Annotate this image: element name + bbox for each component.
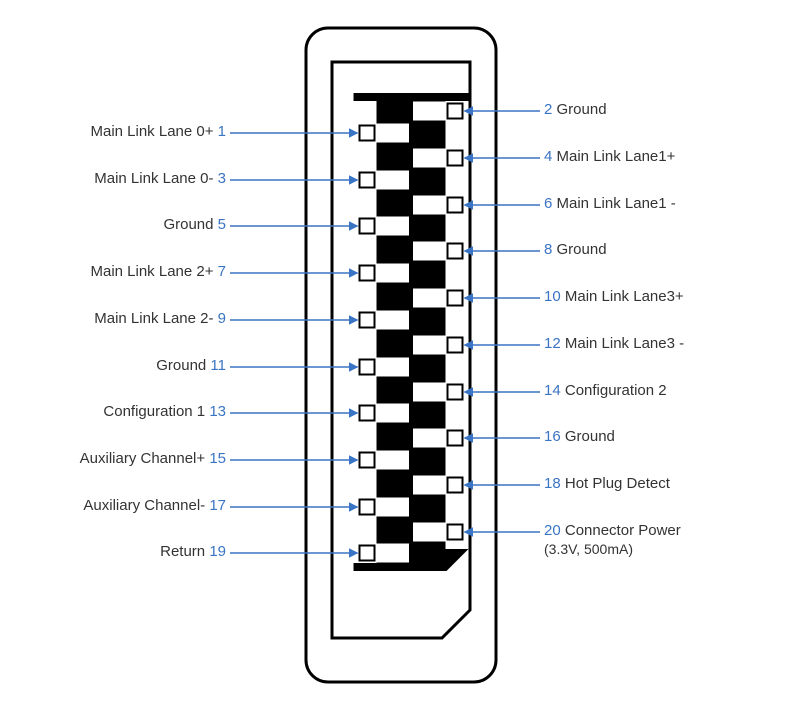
pin-label-left: Ground 5 (163, 216, 226, 234)
pin-desc: Ground (557, 101, 607, 118)
pin-number: 3 (218, 170, 226, 187)
pin-number: 16 (544, 428, 565, 445)
pin-desc: Main Link Lane 0- (94, 170, 217, 187)
pin-label-left: Main Link Lane 2- 9 (94, 310, 226, 328)
pin-number: 9 (218, 310, 226, 327)
pin-desc: Main Link Lane1+ (557, 148, 676, 165)
pin-number: 10 (544, 288, 565, 305)
pin-number: 18 (544, 475, 565, 492)
pin-number: 6 (544, 195, 557, 212)
pin-desc: Main Link Lane 0+ (90, 123, 217, 140)
pin-number: 11 (210, 357, 226, 374)
pin-desc: Ground (565, 428, 615, 445)
pin-number: 13 (209, 403, 226, 420)
pin-label-right: 18 Hot Plug Detect (544, 475, 670, 493)
pin-label-left: Auxiliary Channel- 17 (83, 497, 226, 515)
pin-desc: Ground (557, 241, 607, 258)
pin-number: 1 (218, 123, 226, 140)
pin-desc: Auxiliary Channel- (83, 497, 209, 514)
pin-number: 5 (218, 216, 226, 233)
pin-number: 15 (209, 450, 226, 467)
pin-label-right: 6 Main Link Lane1 - (544, 195, 676, 213)
pin-desc: Main Link Lane3+ (565, 288, 684, 305)
diagram-svg (0, 0, 800, 716)
pin-number: 2 (544, 101, 557, 118)
pin-desc: Hot Plug Detect (565, 475, 670, 492)
pin-number: 19 (209, 543, 226, 560)
pin-number: 17 (209, 497, 226, 514)
pin-label-left: Main Link Lane 2+ 7 (90, 263, 226, 281)
pin-desc: Auxiliary Channel+ (80, 450, 210, 467)
pinout-diagram: Main Link Lane 0+ 1 Main Link Lane 0- 3 Gr… (0, 0, 800, 716)
pin-number: 12 (544, 335, 565, 352)
pin-number: 4 (544, 148, 557, 165)
pin-desc: Ground (156, 357, 210, 374)
pin-label-left: Main Link Lane 0+ 1 (90, 123, 226, 141)
pin-label-right: 12 Main Link Lane3 - (544, 335, 684, 353)
pin-label-left: Main Link Lane 0- 3 (94, 170, 226, 188)
pin-label-left: Configuration 1 13 (103, 403, 226, 421)
pin-desc: Main Link Lane 2+ (90, 263, 217, 280)
pin-desc: Configuration 2 (565, 382, 667, 399)
pin-number: 14 (544, 382, 565, 399)
pin-label-right: 20 Connector Power(3.3V, 500mA) (544, 522, 681, 558)
pin-label-left: Ground 11 (156, 357, 226, 375)
pin-desc: Connector Power (565, 522, 681, 539)
pin-desc: Return (160, 543, 209, 560)
pin-number: 8 (544, 241, 557, 258)
pin-label-left: Auxiliary Channel+ 15 (80, 450, 226, 468)
pin-subtext: (3.3V, 500mA) (544, 540, 681, 558)
pin-label-right: 10 Main Link Lane3+ (544, 288, 684, 306)
pin-desc: Configuration 1 (103, 403, 209, 420)
pin-desc: Ground (163, 216, 217, 233)
pin-label-right: 4 Main Link Lane1+ (544, 148, 675, 166)
pin-label-right: 8 Ground (544, 241, 607, 259)
pin-desc: Main Link Lane 2- (94, 310, 217, 327)
pin-desc: Main Link Lane3 - (565, 335, 684, 352)
pin-number: 7 (218, 263, 226, 280)
pin-desc: Main Link Lane1 - (557, 195, 676, 212)
pin-label-right: 2 Ground (544, 101, 607, 119)
pin-label-right: 14 Configuration 2 (544, 382, 667, 400)
pin-number: 20 (544, 522, 565, 539)
pin-label-left: Return 19 (160, 543, 226, 561)
pin-label-right: 16 Ground (544, 428, 615, 446)
